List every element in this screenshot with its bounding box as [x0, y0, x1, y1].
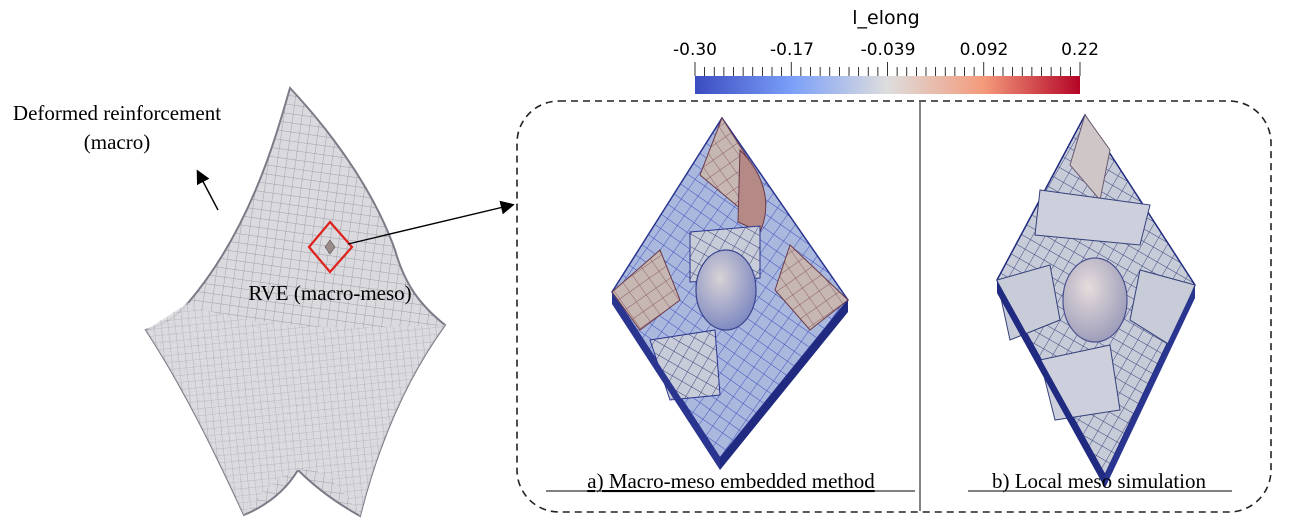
macro-label-line1: Deformed reinforcement — [13, 101, 221, 125]
colorbar-tick-1: -0.17 — [770, 40, 814, 60]
colorbar-tick-2: -0.039 — [861, 40, 916, 60]
rve-outline — [307, 220, 354, 274]
rve-a-tow-low — [649, 329, 721, 401]
rve-a-dome — [695, 249, 757, 331]
rve-a-tow-right — [774, 244, 849, 331]
rve-zoom-arrow — [347, 200, 515, 245]
rve-label: RVE (macro-meso) — [248, 281, 411, 305]
macro-label-arrow — [196, 169, 219, 211]
zoom-panel-frame — [516, 100, 1272, 513]
rve-b-dome — [1062, 257, 1128, 343]
colorbar-title: l_elong — [852, 7, 919, 29]
rve-local-render — [996, 113, 1196, 488]
colorbar-gradient — [695, 76, 1080, 94]
colorbar-ticklabels: -0.30 -0.17 -0.039 0.092 0.22 — [673, 40, 1099, 60]
rve-b-tow-mid — [1034, 189, 1151, 246]
colorbar-tick-4: 0.22 — [1061, 40, 1099, 60]
rve-a-tow-left — [611, 249, 681, 331]
rve-b-side-left — [997, 280, 1105, 488]
panel-b-caption: b) Local meso simulation — [992, 469, 1207, 493]
colorbar-ticks — [694, 62, 1081, 76]
rve-patch — [324, 239, 336, 255]
macro-label-line2: (macro) — [84, 130, 150, 154]
rve-a-side-left — [612, 292, 720, 470]
macro-lower-mesh — [146, 303, 445, 516]
rve-embedded-render — [611, 116, 849, 470]
colorbar-tick-0: -0.30 — [673, 40, 717, 60]
rve-b-side-right — [1105, 285, 1195, 488]
rve-a-side-right — [720, 300, 848, 470]
panel-a-caption: a) Macro-meso embedded method — [587, 469, 875, 493]
macro-reinforcement-mesh — [144, 86, 447, 518]
colorbar-tick-3: 0.092 — [960, 40, 1009, 60]
